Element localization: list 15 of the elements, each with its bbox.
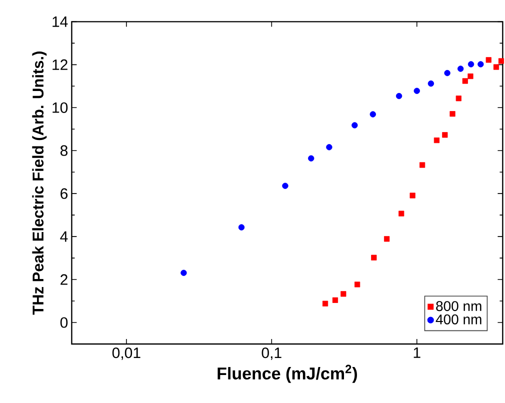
y-tick-label: 10	[52, 102, 68, 113]
x-tick-label: 0,01	[112, 348, 140, 360]
y-tick-label: 0	[60, 317, 68, 328]
y-tick-label: 6	[60, 188, 68, 199]
x-tick-label: 0,1	[262, 348, 282, 360]
y-tick-label: 14	[52, 16, 68, 27]
x-axis-title: Fluence (mJ/cm$^{2}$)	[218, 364, 357, 383]
y-axis-title: THz Peak Electric Field (Arb. Units.)	[32, 52, 47, 315]
y-tick-label: 12	[52, 59, 68, 70]
y-tick-label: 8	[60, 145, 68, 156]
y-tick-label: 2	[60, 274, 68, 285]
legend-label: 800 nm	[436, 301, 482, 312]
y-tick-label: 4	[60, 231, 68, 242]
legend-label: 400 nm	[436, 314, 482, 324]
x-tick-label: 1	[414, 348, 420, 358]
